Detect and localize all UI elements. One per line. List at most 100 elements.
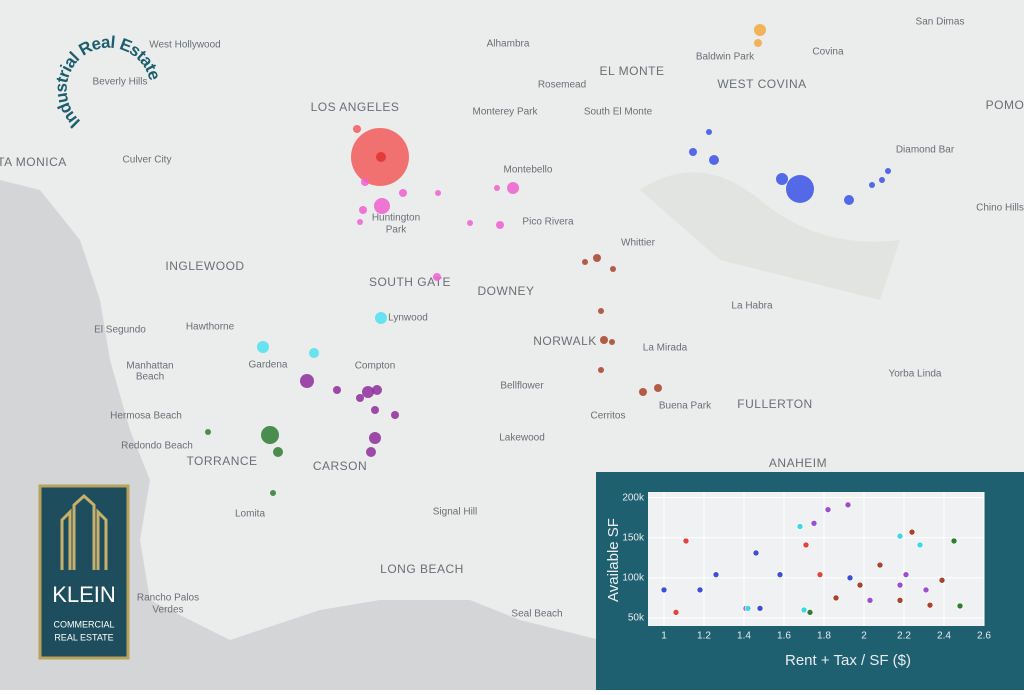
property-bubble bbox=[689, 148, 697, 156]
property-bubble bbox=[786, 175, 814, 203]
place-label: Buena Park bbox=[659, 401, 712, 412]
place-label: EL MONTE bbox=[600, 64, 665, 78]
place-label: Cerritos bbox=[590, 411, 625, 422]
scatter-point bbox=[876, 561, 884, 569]
property-bubble bbox=[709, 155, 719, 165]
place-label: Covina bbox=[812, 47, 844, 58]
property-bubble bbox=[391, 411, 399, 419]
property-bubble bbox=[467, 220, 473, 226]
property-bubble bbox=[273, 447, 283, 457]
scatter-point bbox=[696, 586, 704, 594]
place-label: ANAHEIM bbox=[769, 456, 827, 470]
property-bubble bbox=[374, 198, 390, 214]
property-bubble bbox=[366, 447, 376, 457]
property-bubble bbox=[609, 339, 615, 345]
logo-line: REAL ESTATE bbox=[54, 632, 113, 642]
property-bubble bbox=[261, 426, 279, 444]
property-bubble bbox=[205, 429, 211, 435]
property-bubble bbox=[610, 266, 616, 272]
y-tick-label: 50k bbox=[628, 613, 645, 624]
place-label: Monterey Park bbox=[472, 107, 538, 118]
property-bubble bbox=[879, 177, 885, 183]
property-bubble bbox=[639, 388, 647, 396]
place-label: Redondo Beach bbox=[121, 441, 193, 452]
logo-building bbox=[60, 493, 108, 570]
property-bubble bbox=[754, 39, 762, 47]
place-label: CARSON bbox=[313, 459, 367, 473]
place-labels: West Hollywood Beverly Hills LOS ANGELES Al… bbox=[0, 17, 1024, 688]
property-bubble bbox=[582, 259, 588, 265]
property-bubble bbox=[359, 206, 367, 214]
scatter-point bbox=[776, 571, 784, 578]
x-axis-label: Rent + Tax / SF ($) bbox=[785, 652, 911, 669]
scatter-point bbox=[800, 606, 808, 614]
property-bubble bbox=[376, 152, 386, 162]
property-bubble bbox=[333, 386, 341, 394]
place-label: West Hollywood bbox=[149, 40, 221, 51]
place-label: TA MONICA bbox=[0, 155, 67, 169]
scatter-point bbox=[916, 541, 924, 549]
logo-line: COMMERCIAL bbox=[53, 619, 114, 629]
scatter-point bbox=[856, 581, 864, 589]
place-label: La Mirada bbox=[643, 343, 688, 354]
x-tick-label: 1.2 bbox=[697, 631, 711, 642]
scatter-point bbox=[810, 519, 818, 527]
property-bubble bbox=[309, 348, 319, 358]
property-bubble bbox=[654, 384, 662, 392]
scatter-point bbox=[938, 576, 946, 584]
place-label: WEST COVINA bbox=[717, 77, 806, 91]
property-bubble bbox=[356, 394, 364, 402]
property-bubble bbox=[300, 374, 314, 388]
scatter-point bbox=[682, 537, 690, 545]
place-label: Seal Beach bbox=[511, 609, 562, 620]
place-label: Yorba Linda bbox=[888, 369, 941, 380]
place-label: Baldwin Park bbox=[696, 52, 755, 63]
x-tick-label: 1.4 bbox=[737, 631, 751, 642]
scatter-point bbox=[896, 532, 904, 540]
x-tick-label: 2.6 bbox=[977, 631, 991, 642]
scatter-point bbox=[844, 501, 852, 509]
property-bubble bbox=[754, 24, 766, 36]
hills bbox=[640, 172, 900, 300]
x-tick-label: 2.4 bbox=[937, 631, 951, 642]
logo-box bbox=[38, 484, 130, 660]
scatter-point bbox=[672, 609, 680, 616]
place-label: Alhambra bbox=[487, 39, 530, 50]
property-bubble bbox=[496, 221, 504, 229]
place-label: San Dimas bbox=[916, 17, 965, 28]
y-tick-label: 100k bbox=[622, 572, 645, 583]
scatter-point bbox=[756, 605, 764, 612]
place-label: LOS ANGELES bbox=[311, 100, 400, 114]
place-label: Rosemead bbox=[538, 80, 586, 91]
klein-logo: KLEIN COMMERCIAL REAL ESTATE bbox=[38, 484, 130, 660]
place-label: El Segundo bbox=[94, 325, 146, 336]
logo-name: KLEIN bbox=[52, 582, 116, 607]
place-label: Beach bbox=[136, 372, 164, 383]
y-tick-label: 150k bbox=[622, 532, 645, 543]
place-label: Montebello bbox=[504, 165, 553, 176]
property-bubble bbox=[353, 125, 361, 133]
property-bubble bbox=[507, 182, 519, 194]
scatter-point bbox=[866, 597, 874, 604]
property-bubble bbox=[361, 178, 369, 186]
scatter-point bbox=[744, 605, 752, 612]
property-bubble bbox=[435, 190, 441, 196]
property-bubble bbox=[869, 182, 875, 188]
place-label: South El Monte bbox=[584, 107, 653, 118]
scatter-point bbox=[896, 581, 904, 589]
property-bubble bbox=[357, 219, 363, 225]
place-label: Bellflower bbox=[500, 381, 544, 392]
property-bubble bbox=[776, 173, 788, 185]
place-label: Huntington bbox=[372, 213, 420, 224]
place-label: Lynwood bbox=[388, 313, 428, 324]
property-bubbles bbox=[205, 24, 891, 496]
place-label: Rancho Palos bbox=[137, 593, 199, 604]
scatter-point bbox=[796, 523, 804, 530]
scatter-point bbox=[956, 602, 964, 610]
property-bubble bbox=[494, 185, 500, 191]
y-tick-label: 200k bbox=[622, 492, 645, 503]
place-label: SOUTH GATE bbox=[369, 275, 451, 289]
place-label: La Habra bbox=[731, 301, 773, 312]
place-label: Gardena bbox=[249, 360, 288, 371]
scatter-point bbox=[712, 571, 720, 578]
